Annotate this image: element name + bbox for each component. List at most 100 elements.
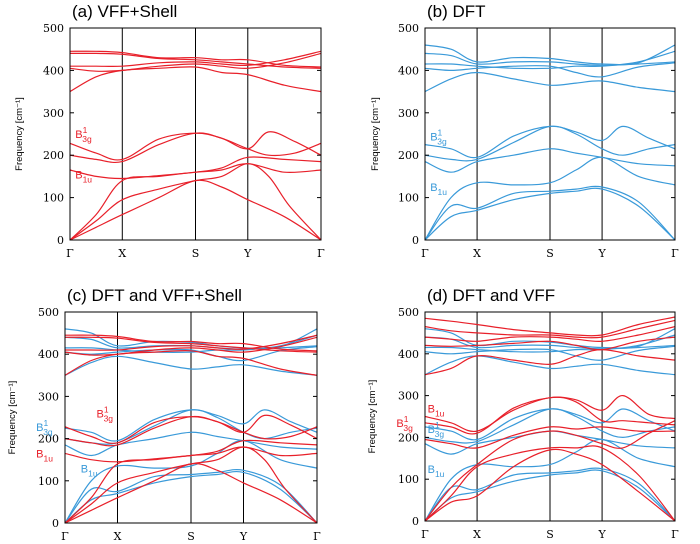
series-vff <box>425 316 675 521</box>
y-tick-label: 200 <box>398 431 419 444</box>
plot-frame <box>424 311 676 522</box>
band-line <box>425 316 675 337</box>
x-tick-label: Γ <box>317 247 325 260</box>
band-line <box>425 62 675 78</box>
plot-frame <box>69 27 322 241</box>
y-tick-label: 300 <box>38 390 59 403</box>
band-line <box>425 467 675 521</box>
band-line <box>70 52 321 69</box>
y-tick-label: 500 <box>43 22 64 35</box>
mode-annotation: B1u <box>430 182 447 197</box>
band-line <box>65 350 317 376</box>
band-line <box>65 440 317 523</box>
band-line <box>65 334 317 352</box>
band-line <box>70 50 321 68</box>
band-line <box>70 50 321 68</box>
band-line <box>65 414 317 444</box>
panel-title: (a) VFF+Shell <box>72 2 177 21</box>
y-axis-label: Frequency [cm⁻¹] <box>367 380 378 454</box>
mode-annotation: B1u <box>81 463 98 478</box>
band-line <box>425 125 675 159</box>
band-line <box>70 66 321 93</box>
series-vff-shell <box>65 334 317 523</box>
x-tick-label: S <box>192 247 200 260</box>
y-tick-label: 100 <box>38 475 59 488</box>
x-tick-label: Γ <box>671 247 679 260</box>
x-tick-label: S <box>187 530 195 543</box>
band-line <box>425 185 675 240</box>
panel-title: (d) DFT and VFF <box>427 286 555 305</box>
band-line <box>65 446 317 523</box>
band-line <box>425 71 675 93</box>
y-axis-label: Frequency [cm⁻¹] <box>370 97 381 171</box>
band-line <box>425 420 675 521</box>
series-dft <box>425 44 675 240</box>
x-tick-label: S <box>546 247 554 260</box>
y-tick-label: 300 <box>398 390 419 403</box>
panel-c: (c) DFT and VFF+Shell Frequency [cm⁻¹] 0 10… <box>7 286 321 543</box>
mode-annotation: B1 3g <box>97 405 114 424</box>
y-tick-label: 0 <box>412 234 419 247</box>
x-tick-label: X <box>473 247 481 260</box>
panel-title: (c) DFT and VFF+Shell <box>67 286 242 305</box>
y-tick-label: 400 <box>398 64 419 77</box>
x-tick-label: Y <box>597 528 606 541</box>
x-tick-label: Γ <box>421 247 429 260</box>
band-line <box>425 445 675 521</box>
plot-frame <box>64 311 318 524</box>
y-axis-label: Frequency [cm⁻¹] <box>7 381 18 455</box>
mode-annotation: B1 3g <box>430 127 447 146</box>
y-tick-label: 100 <box>398 473 419 486</box>
band-line <box>425 348 675 376</box>
y-tick-label: 500 <box>398 306 419 319</box>
band-line <box>70 52 321 72</box>
x-tick-label: Y <box>243 247 252 260</box>
mode-annotation: B1 3g <box>36 418 53 437</box>
band-line <box>70 156 321 180</box>
x-tick-label: X <box>118 247 126 260</box>
y-tick-label: 400 <box>398 348 419 361</box>
band-line <box>425 319 675 339</box>
panel-d: (d) DFT and VFF Frequency [cm⁻¹] 0 100 200 30… <box>367 286 679 541</box>
mode-annotation: B1u <box>428 403 445 418</box>
band-line <box>425 438 675 521</box>
panel-title: (b) DFT <box>427 2 486 21</box>
band-line <box>70 131 321 161</box>
mode-annotation: B1u <box>75 170 92 185</box>
band-line <box>65 336 317 356</box>
y-tick-label: 0 <box>412 515 419 528</box>
band-line <box>425 469 675 521</box>
panel-a: (a) VFF+Shell Frequency [cm⁻¹] 0 100 200 300 4… <box>14 2 325 260</box>
mode-annotation: B1 3g <box>396 414 413 433</box>
y-tick-label: 0 <box>52 517 59 530</box>
x-tick-label: Γ <box>313 530 321 543</box>
y-tick-label: 300 <box>43 107 64 120</box>
mode-annotation: B1 3g <box>428 420 445 439</box>
band-line <box>425 326 675 343</box>
band-line <box>65 439 317 463</box>
mode-annotation: B1 3g <box>75 125 92 144</box>
band-line <box>425 426 675 449</box>
x-tick-label: S <box>546 528 554 541</box>
band-line <box>65 355 317 376</box>
plot-frame <box>424 27 676 241</box>
band-line <box>425 355 675 376</box>
y-axis-label: Frequency [cm⁻¹] <box>14 97 25 171</box>
y-tick-label: 0 <box>57 234 64 247</box>
band-line <box>425 408 675 441</box>
y-tick-label: 100 <box>43 192 64 205</box>
band-line <box>425 448 675 521</box>
mode-annotation: B1u <box>36 449 53 464</box>
x-tick-label: Γ <box>671 528 679 541</box>
series-dft <box>425 328 675 521</box>
band-line <box>425 187 675 240</box>
y-tick-label: 200 <box>38 433 59 446</box>
band-line <box>425 44 675 66</box>
x-tick-label: Γ <box>421 528 429 541</box>
band-line <box>65 409 317 442</box>
y-tick-label: 100 <box>398 192 419 205</box>
series-vff-shell <box>70 50 321 240</box>
x-tick-label: Y <box>239 530 248 543</box>
y-tick-label: 400 <box>43 64 64 77</box>
y-tick-label: 300 <box>398 107 419 120</box>
